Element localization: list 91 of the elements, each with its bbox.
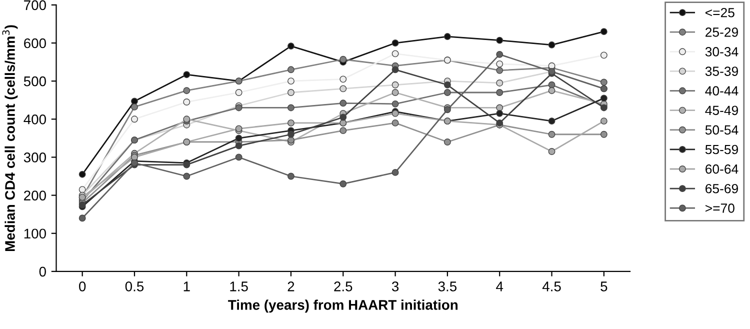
- point: [392, 100, 399, 108]
- point: [287, 172, 294, 180]
- x-tick-label: 2: [288, 282, 294, 292]
- legend-label: 60-64: [706, 164, 738, 174]
- point: [340, 100, 347, 107]
- point: [183, 87, 190, 94]
- point: [392, 81, 399, 88]
- point: [496, 110, 504, 117]
- point: [496, 60, 504, 68]
- point: [392, 50, 399, 58]
- point: [444, 81, 451, 88]
- x-axis-title: Time (years) from HAART initiation: [228, 300, 458, 313]
- point: [600, 94, 608, 102]
- point: [600, 78, 608, 86]
- legend-label: 65-69: [706, 184, 738, 194]
- x-tick-label: 5: [600, 282, 608, 292]
- point: [235, 154, 242, 161]
- x-tick-label: 4.5: [542, 282, 561, 292]
- x-tick-label: 3.5: [438, 282, 457, 292]
- y-axis-title: Median CD4 cell count (cells/mm$^{3}$): [2, 25, 18, 251]
- point: [444, 89, 451, 96]
- point: [287, 104, 294, 112]
- point: [340, 180, 347, 188]
- y-tick-label: 300: [24, 152, 46, 162]
- point: [340, 76, 347, 83]
- point: [235, 134, 242, 142]
- point: [496, 50, 504, 58]
- point: [392, 168, 399, 176]
- x-tick-label: 1.5: [230, 282, 248, 292]
- point: [340, 127, 347, 134]
- legend-label: 35-39: [705, 66, 738, 76]
- point: [548, 41, 556, 48]
- point: [600, 52, 608, 59]
- point: [340, 85, 347, 92]
- point: [287, 119, 294, 126]
- legend-label: 50-54: [705, 125, 738, 135]
- point: [131, 103, 138, 110]
- x-tick-label: 3: [392, 282, 399, 292]
- y-tick-label: 400: [24, 114, 46, 124]
- point: [287, 130, 294, 138]
- point: [548, 130, 556, 138]
- legend-label: <=25: [706, 8, 734, 18]
- y-tick-label: 0: [39, 266, 46, 277]
- point: [392, 119, 399, 126]
- point: [287, 89, 294, 96]
- point: [600, 118, 608, 125]
- point: [392, 66, 399, 74]
- point: [600, 130, 608, 138]
- point: [548, 118, 556, 125]
- point: [444, 33, 451, 40]
- point: [444, 138, 451, 146]
- point: [131, 116, 138, 123]
- legend-label: 55-59: [705, 144, 738, 154]
- legend-label: 45-49: [705, 106, 738, 116]
- legend-label: >=70: [706, 204, 734, 213]
- point: [392, 40, 399, 46]
- y-tick-label: 100: [24, 228, 46, 239]
- x-tick-label: 4: [496, 282, 504, 292]
- point: [131, 98, 138, 105]
- point: [287, 66, 294, 74]
- point: [340, 56, 347, 63]
- point: [496, 80, 504, 86]
- y-tick-label: 500: [24, 76, 46, 86]
- point: [548, 87, 556, 94]
- point: [496, 89, 504, 96]
- legend-label: 30-34: [705, 47, 738, 56]
- point: [287, 42, 294, 50]
- y-tick-label: 600: [24, 38, 46, 48]
- legend-label: 40-44: [705, 86, 738, 96]
- point: [600, 28, 608, 36]
- point: [496, 36, 504, 44]
- x-tick-label: 1: [184, 282, 190, 292]
- point: [78, 170, 86, 178]
- point: [392, 89, 399, 96]
- y-tick-label: 700: [24, 0, 46, 10]
- point: [496, 66, 504, 74]
- legend-label: 25-29: [706, 28, 738, 37]
- point: [548, 148, 556, 155]
- x-tick-label: 0.5: [125, 282, 144, 292]
- point: [183, 71, 190, 78]
- point: [235, 142, 242, 150]
- point: [183, 172, 190, 180]
- point: [548, 81, 556, 88]
- point: [183, 98, 190, 106]
- point: [340, 114, 347, 121]
- y-tick-label: 200: [24, 190, 46, 200]
- point: [287, 78, 294, 85]
- x-tick-label: 2.5: [334, 282, 352, 292]
- point: [78, 214, 86, 222]
- x-tick-label: 0: [79, 282, 86, 292]
- point: [235, 89, 242, 96]
